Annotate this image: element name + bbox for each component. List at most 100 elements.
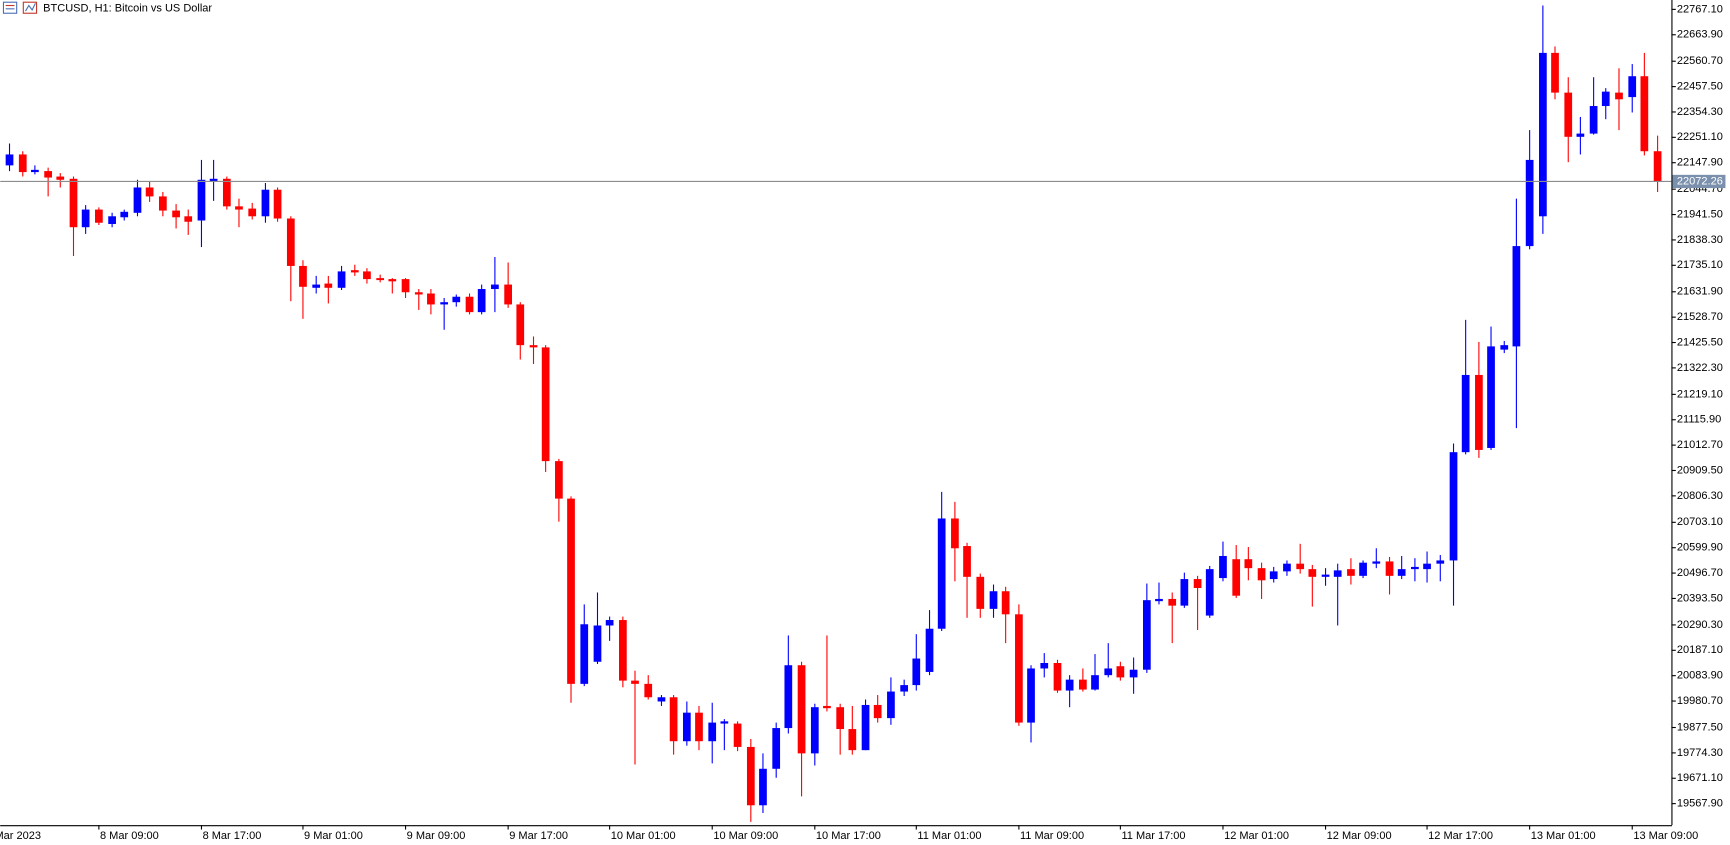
y-tick-label: 20496.70 [1677, 567, 1723, 579]
candle-body [491, 284, 499, 290]
candle-body [197, 179, 206, 221]
candle-body [567, 498, 575, 684]
candle-body [1436, 560, 1445, 564]
candle-body [363, 271, 371, 280]
candle-body [324, 283, 333, 288]
y-tick-label: 20806.30 [1677, 490, 1723, 502]
candle-body [912, 658, 921, 686]
y-tick-label: 21322.30 [1677, 362, 1723, 374]
last-price-box [1672, 174, 1726, 189]
candle-body [873, 704, 882, 719]
candle-body [1576, 133, 1585, 137]
candle-body [1142, 600, 1151, 670]
x-tick-label: 9 Mar 01:00 [304, 830, 363, 842]
candle-body [1359, 562, 1367, 576]
y-tick-label: 22560.70 [1677, 55, 1723, 67]
candle-body [401, 279, 410, 293]
y-tick-label: 19877.50 [1677, 721, 1723, 733]
candle-body [644, 683, 653, 698]
x-tick-label: 9 Mar 17:00 [509, 830, 568, 842]
x-tick-label: 11 Mar 09:00 [1020, 830, 1084, 842]
y-tick-label: 20290.30 [1677, 619, 1723, 631]
x-tick-label: 13 Mar 01:00 [1531, 830, 1596, 842]
candle-body [133, 187, 142, 213]
x-tick-label: 10 Mar 09:00 [713, 830, 778, 842]
x-tick-label: 12 Mar 09:00 [1327, 830, 1392, 842]
candle-body [1269, 571, 1278, 580]
y-tick-label: 22663.90 [1677, 29, 1723, 41]
candle-body [1155, 598, 1163, 602]
candle-body [350, 270, 359, 273]
y-tick-label: 21012.70 [1677, 439, 1723, 451]
candle-body [976, 576, 985, 609]
candle-body [1411, 566, 1419, 570]
x-tick-label: 10 Mar 01:00 [611, 830, 676, 842]
candle-body [465, 296, 474, 313]
candle-body [1219, 555, 1227, 579]
candle-body [452, 296, 461, 303]
candle-body [823, 705, 831, 709]
candle-body [733, 723, 742, 747]
candle-body [605, 620, 614, 626]
x-tick-label: 12 Mar 01:00 [1224, 830, 1289, 842]
candle-body [1539, 52, 1547, 217]
candle-body [145, 187, 154, 197]
candle-body [989, 591, 998, 609]
candle-body [810, 707, 819, 754]
candle-body [759, 768, 767, 806]
x-tick-label: 8 Mar 09:00 [100, 830, 159, 842]
candle-body [5, 154, 14, 166]
chart-title: BTCUSD, H1: Bitcoin vs US Dollar [43, 3, 212, 15]
candle-body [1500, 345, 1509, 350]
candle-body [299, 265, 307, 287]
candle-body [1283, 563, 1291, 572]
candle-body [900, 685, 909, 692]
candle-body [1053, 662, 1062, 691]
candle-body [172, 210, 180, 218]
candle-body [248, 208, 257, 217]
candle-body [56, 176, 65, 180]
y-tick-label: 21941.50 [1677, 208, 1723, 220]
candle-body [1372, 561, 1381, 564]
candle-body [120, 211, 129, 218]
candle-body [1589, 106, 1598, 134]
candle-body [1397, 569, 1406, 576]
candle-body [440, 302, 449, 305]
y-tick-label: 22457.50 [1677, 81, 1723, 93]
x-tick-label: 11 Mar 01:00 [917, 830, 981, 842]
candle-body [1001, 591, 1010, 615]
candle-body [1015, 614, 1023, 723]
x-tick-label: 8 Mar 2023 [0, 830, 41, 842]
candle-body [516, 304, 525, 346]
candle-body [312, 284, 321, 288]
y-tick-label: 20599.90 [1677, 542, 1723, 554]
candle-body [504, 284, 512, 305]
x-tick-label: 12 Mar 17:00 [1428, 830, 1493, 842]
candle-body [1321, 574, 1330, 577]
candle-body [1423, 563, 1431, 570]
y-tick-label: 21115.90 [1677, 414, 1721, 426]
candle-body [1628, 76, 1637, 98]
candle-body [1116, 666, 1125, 678]
y-tick-label: 21219.10 [1677, 388, 1723, 400]
candle-body [337, 271, 346, 288]
y-tick-label: 21838.30 [1677, 234, 1723, 246]
y-tick-label: 22767.10 [1677, 3, 1723, 15]
candle-body [376, 278, 385, 281]
candle-body [44, 171, 52, 178]
candle-body [1525, 159, 1534, 247]
x-tick-label: 13 Mar 09:00 [1633, 830, 1698, 842]
candle-body [95, 209, 103, 223]
candle-body [1040, 662, 1049, 669]
candle-body [669, 697, 678, 742]
y-tick-label: 21528.70 [1677, 311, 1723, 323]
candle-body [772, 728, 781, 769]
candles [0, 5, 1672, 822]
candle-body [209, 178, 218, 182]
candle-body [951, 518, 959, 549]
candle-body [836, 707, 845, 730]
candle-body [682, 712, 691, 742]
candle-body [1449, 452, 1458, 561]
candle-body [158, 196, 167, 211]
